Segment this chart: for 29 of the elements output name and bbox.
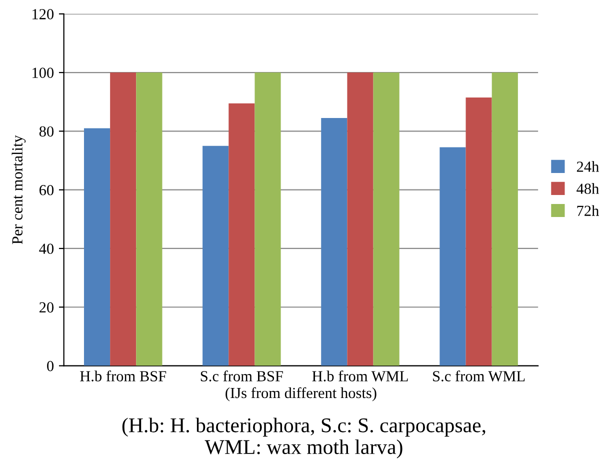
bar (466, 97, 492, 366)
bar (440, 147, 466, 366)
y-tick-label: 60 (39, 184, 54, 196)
y-tick-label: 40 (39, 244, 54, 254)
y-tick-label: 80 (39, 126, 54, 137)
legend-label: 24h (576, 161, 599, 172)
y-tick-label: 120 (32, 9, 54, 20)
bar (228, 103, 255, 366)
bar (492, 72, 518, 366)
bar (136, 72, 162, 366)
y-tick-label: 0 (47, 360, 54, 372)
text: (H.b: H. bacteriophora, S.c: S. carpocapsae, WML: wax moth larva) (122, 418, 486, 458)
y-tick-label: 20 (40, 302, 54, 313)
legend-label: 48h (576, 183, 599, 194)
x-tick-label: S.c from BSF (200, 370, 283, 382)
x-tick-label: S.c from WML (433, 370, 525, 382)
legend-label: 72h (577, 205, 599, 216)
bar (373, 72, 400, 366)
bar (254, 72, 281, 366)
x-tick-label: H.b from WML (312, 370, 408, 382)
y-tick-label: 100 (32, 68, 54, 78)
x-tick-label: H.b from BSF (80, 370, 166, 382)
bar (110, 72, 136, 366)
bar (321, 118, 348, 366)
bar (84, 128, 110, 366)
bar (347, 72, 374, 366)
bar (202, 146, 229, 366)
y-axis-title: Per cent mortality (12, 135, 26, 244)
x-axis-title: (IJs from different hosts) (226, 387, 376, 402)
